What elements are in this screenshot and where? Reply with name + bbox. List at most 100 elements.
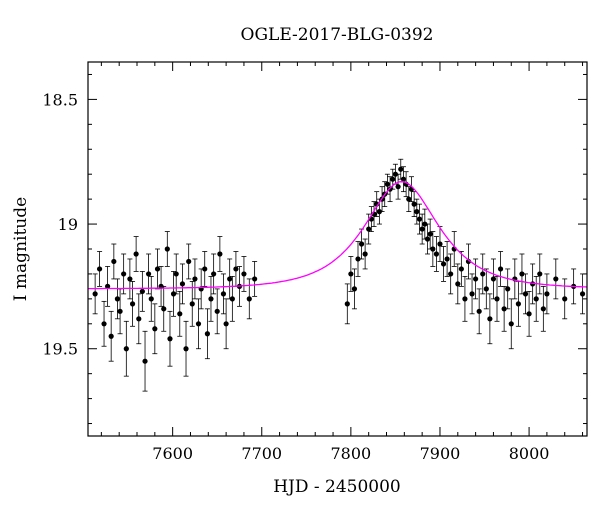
data-point <box>154 266 161 272</box>
data-point <box>123 346 129 352</box>
data-point <box>579 291 586 297</box>
data-point <box>533 296 539 302</box>
data-point <box>145 271 152 277</box>
y-tick-label: 19.5 <box>42 340 78 359</box>
chart-title: OGLE-2017-BLG-0392 <box>241 25 434 45</box>
data-point <box>366 226 372 232</box>
data-point <box>390 176 396 182</box>
data-point <box>173 271 179 277</box>
data-point <box>211 271 217 277</box>
data-point <box>384 181 390 187</box>
data-point <box>540 306 546 312</box>
data-point <box>526 311 532 317</box>
data-point <box>505 286 511 292</box>
data-point <box>186 258 192 265</box>
data-point <box>177 311 183 317</box>
data-point <box>483 286 489 292</box>
x-tick-label: 7800 <box>331 444 372 463</box>
data-point <box>497 266 504 272</box>
data-point <box>108 333 114 339</box>
data-point <box>419 226 425 232</box>
data-point <box>229 296 235 302</box>
data-point <box>358 241 365 247</box>
data-point <box>202 266 208 272</box>
data-point <box>161 306 167 312</box>
data-point <box>117 308 123 314</box>
data-point <box>127 276 133 282</box>
data-point <box>544 291 550 297</box>
data-point <box>167 336 173 342</box>
data-point <box>414 209 420 215</box>
x-axis-label: HJD - 2450000 <box>273 477 401 497</box>
data-point <box>398 166 404 172</box>
data-point <box>344 301 350 307</box>
data-point <box>136 316 142 322</box>
data-point <box>204 331 211 337</box>
data-point <box>427 231 433 237</box>
data-point <box>537 271 543 277</box>
data-point <box>480 271 486 277</box>
data-point <box>395 184 401 190</box>
data-point <box>121 271 127 277</box>
data-point <box>179 281 186 287</box>
data-point <box>101 321 107 327</box>
data-point <box>522 291 529 297</box>
data-point <box>376 209 382 215</box>
data-point <box>217 251 223 257</box>
data-point <box>494 296 500 302</box>
data-point <box>142 358 148 364</box>
data-point <box>465 258 472 265</box>
data-point <box>246 296 252 302</box>
data-point <box>164 246 170 252</box>
data-point <box>195 321 202 327</box>
data-point <box>455 281 461 287</box>
data-point <box>362 251 368 257</box>
data-point <box>214 308 220 314</box>
data-point <box>183 346 189 352</box>
data-point <box>252 276 258 282</box>
data-point <box>501 306 507 312</box>
data-point <box>233 266 239 272</box>
data-point <box>406 196 412 202</box>
data-point <box>553 276 559 282</box>
data-point <box>192 276 198 282</box>
y-tick-label: 19 <box>58 215 78 234</box>
data-point <box>473 276 479 282</box>
data-point <box>170 291 177 297</box>
data-point <box>476 308 482 314</box>
data-point <box>515 301 521 307</box>
x-tick-label: 7900 <box>420 444 461 463</box>
data-point <box>189 301 195 307</box>
data-point <box>392 171 399 177</box>
data-point <box>440 261 447 267</box>
data-point <box>430 246 436 252</box>
data-point <box>152 326 158 332</box>
data-point <box>508 321 514 327</box>
data-point <box>96 266 103 272</box>
data-point <box>448 271 454 277</box>
data-point <box>148 296 154 302</box>
data-point <box>519 271 525 277</box>
data-point <box>562 296 568 302</box>
data-point <box>422 221 428 227</box>
data-point <box>490 276 497 282</box>
data-point <box>114 296 121 302</box>
plot-frame <box>87 61 588 437</box>
data-point <box>469 291 475 297</box>
model-fit-curve <box>88 181 588 290</box>
data-point <box>433 251 440 257</box>
data-point <box>208 296 214 302</box>
x-tick-label: 8000 <box>509 444 550 463</box>
data-point <box>416 216 423 222</box>
data-point <box>348 271 354 277</box>
x-tick-label: 7700 <box>241 444 282 463</box>
y-axis-label: I magnitude <box>11 197 31 301</box>
data-point <box>400 176 407 182</box>
data-point <box>437 241 443 247</box>
data-point <box>351 286 358 292</box>
data-point <box>129 301 136 307</box>
data-point <box>355 256 361 262</box>
data-point <box>139 288 145 294</box>
data-point <box>111 258 117 265</box>
data-point <box>133 251 139 257</box>
